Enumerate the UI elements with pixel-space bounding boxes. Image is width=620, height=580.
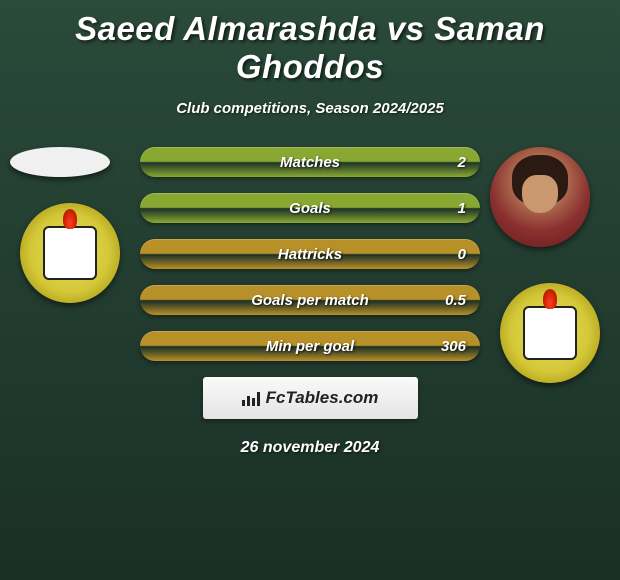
player-left-club-badge [20, 203, 120, 303]
stat-value-right: 0.5 [445, 292, 466, 309]
bar-chart-icon [242, 390, 262, 406]
stat-label: Hattricks [278, 246, 342, 263]
stat-value-right: 1 [458, 200, 466, 217]
subtitle: Club competitions, Season 2024/2025 [0, 100, 620, 117]
stat-bar-min-per-goal: Min per goal 306 [140, 331, 480, 361]
footer-date: 26 november 2024 [0, 439, 620, 457]
stat-value-right: 0 [458, 246, 466, 263]
footer-brand-text: FcTables.com [266, 388, 379, 408]
footer-brand-badge: FcTables.com [203, 377, 418, 419]
player-right-avatar [490, 147, 590, 247]
stat-value-right: 306 [441, 338, 466, 355]
club-badge-icon [500, 283, 600, 383]
stat-label: Matches [280, 154, 340, 171]
stat-bars: Matches 2 Goals 1 Hattricks 0 Goals per … [140, 147, 480, 361]
stat-bar-hattricks: Hattricks 0 [140, 239, 480, 269]
stat-value-right: 2 [458, 154, 466, 171]
stat-bar-goals-per-match: Goals per match 0.5 [140, 285, 480, 315]
club-badge-icon [20, 203, 120, 303]
page-title: Saeed Almarashda vs Saman Ghoddos [0, 0, 620, 86]
player-left-avatar [10, 147, 110, 177]
stat-bar-matches: Matches 2 [140, 147, 480, 177]
player-right-club-badge [500, 283, 600, 383]
stat-label: Goals per match [251, 292, 369, 309]
stat-label: Min per goal [266, 338, 354, 355]
stat-bar-goals: Goals 1 [140, 193, 480, 223]
comparison-area: Matches 2 Goals 1 Hattricks 0 Goals per … [0, 147, 620, 457]
stat-label: Goals [289, 200, 331, 217]
